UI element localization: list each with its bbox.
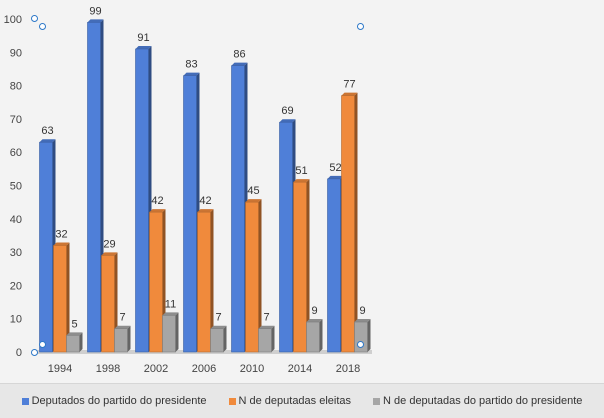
data-label-1994-series-2: 32 [55, 228, 67, 240]
bar-2002-series-1[interactable] [135, 45, 152, 353]
plot-handle-top-left[interactable] [39, 23, 46, 30]
bar-2010-series-3[interactable] [258, 325, 275, 353]
legend-swatch-series-1 [21, 397, 29, 405]
x-tick-label: 2010 [240, 363, 264, 375]
bar-1998-series-1[interactable] [87, 19, 104, 353]
data-label-2006-series-2: 42 [199, 195, 211, 207]
data-label-2018-series-2: 77 [343, 79, 355, 91]
data-label-2018-series-3: 9 [359, 305, 365, 317]
legend-label-series-1: Deputados do partido do presidente [31, 395, 207, 407]
data-label-2018-series-1: 52 [329, 162, 341, 174]
y-tick-label: 70 [10, 114, 22, 126]
y-tick-label: 20 [10, 280, 22, 292]
bar-2002-series-3[interactable] [162, 312, 179, 353]
bar-1998-series-3[interactable] [114, 325, 131, 353]
legend-item-series-2: N de deputadas eleitas [228, 395, 352, 407]
y-tick-label: 30 [10, 247, 22, 259]
bar-2010-series-2[interactable] [245, 199, 262, 353]
bar-2002-series-2[interactable] [149, 209, 166, 353]
bar-2014-series-2[interactable] [293, 179, 310, 353]
y-tick-label: 60 [10, 147, 22, 159]
data-label-1998-series-3: 7 [119, 312, 125, 324]
y-tick-label: 90 [10, 47, 22, 59]
data-label-2006-series-3: 7 [215, 312, 221, 324]
legend-item-series-1: Deputados do partido do presidente [21, 395, 207, 407]
data-label-1998-series-1: 99 [89, 5, 101, 17]
data-label-2010-series-3: 7 [263, 312, 269, 324]
data-label-2002-series-1: 91 [137, 32, 149, 44]
data-label-2014-series-3: 9 [311, 305, 317, 317]
bar-2010-series-1[interactable] [231, 62, 248, 353]
selection-handle-top-left[interactable] [31, 15, 38, 22]
data-label-2006-series-1: 83 [185, 59, 197, 71]
bar-2006-series-3[interactable] [210, 325, 227, 353]
y-tick-label: 10 [10, 314, 22, 326]
data-label-1994-series-3: 5 [71, 318, 77, 330]
y-tick-label: 0 [16, 347, 22, 359]
y-tick-label: 100 [4, 14, 22, 26]
bar-2014-series-1[interactable] [279, 119, 296, 353]
y-tick-label: 80 [10, 81, 22, 93]
bar-2006-series-1[interactable] [183, 72, 200, 353]
data-label-1994-series-1: 63 [41, 125, 53, 137]
legend-swatch-series-3 [373, 397, 381, 405]
y-tick-label: 50 [10, 181, 22, 193]
bar-1994-series-3[interactable] [66, 332, 83, 353]
x-tick-label: 2018 [336, 363, 360, 375]
data-label-2010-series-1: 86 [233, 49, 245, 61]
legend: Deputados do partido do presidente N de … [0, 383, 604, 418]
plot-handle-top-right[interactable] [357, 23, 364, 30]
plot-handle-bottom-left[interactable] [39, 341, 46, 348]
bar-2006-series-2[interactable] [197, 209, 214, 353]
bar-1994-series-1[interactable] [39, 139, 56, 353]
y-tick-label: 40 [10, 214, 22, 226]
legend-label-series-3: N de deputadas do partido do presidente [383, 395, 583, 407]
bar-2018-series-2[interactable] [341, 92, 358, 353]
x-tick-label: 1994 [48, 363, 72, 375]
bar-1994-series-2[interactable] [53, 242, 70, 353]
legend-item-series-3: N de deputadas do partido do presidente [373, 395, 582, 407]
data-label-2014-series-1: 69 [281, 105, 293, 117]
x-tick-label: 2014 [288, 363, 312, 375]
x-tick-label: 1998 [96, 363, 120, 375]
bar-chart: 0102030405060708090100633251994992971998… [4, 5, 372, 375]
legend-swatch-series-2 [228, 397, 236, 405]
x-tick-label: 2006 [192, 363, 216, 375]
data-label-2010-series-2: 45 [247, 185, 259, 197]
data-label-2002-series-3: 11 [165, 298, 176, 310]
data-label-2014-series-2: 51 [295, 165, 307, 177]
x-tick-label: 2002 [144, 363, 168, 375]
plot-handle-bottom-right[interactable] [357, 341, 364, 348]
bar-2018-series-1[interactable] [327, 175, 344, 353]
selection-handle-bottom-left[interactable] [31, 349, 38, 356]
legend-label-series-2: N de deputadas eleitas [238, 395, 352, 407]
data-label-2002-series-2: 42 [151, 195, 163, 207]
bar-2014-series-3[interactable] [306, 319, 323, 353]
data-label-1998-series-2: 29 [103, 238, 115, 250]
